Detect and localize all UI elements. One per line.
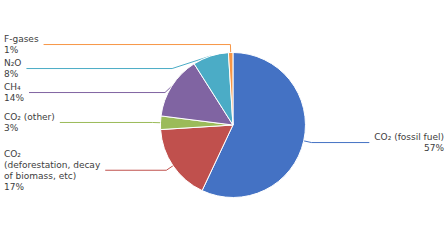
svg-text:8%: 8% xyxy=(4,69,19,79)
svg-text:1%: 1% xyxy=(4,45,19,55)
svg-text:17%: 17% xyxy=(4,182,24,192)
svg-text:14%: 14% xyxy=(4,93,24,103)
svg-text:3%: 3% xyxy=(4,123,19,133)
svg-text:N₂O: N₂O xyxy=(4,58,21,68)
svg-text:of biomass, etc): of biomass, etc) xyxy=(4,171,76,181)
svg-text:57%: 57% xyxy=(424,143,444,153)
svg-text:CH₄: CH₄ xyxy=(4,82,21,92)
svg-text:CO₂ (fossil fuel): CO₂ (fossil fuel) xyxy=(374,132,444,142)
svg-text:CO₂ (other): CO₂ (other) xyxy=(4,112,55,122)
svg-text:F-gases: F-gases xyxy=(4,34,39,44)
svg-text:(deforestation, decay: (deforestation, decay xyxy=(4,160,101,170)
svg-text:CO₂: CO₂ xyxy=(4,149,21,159)
